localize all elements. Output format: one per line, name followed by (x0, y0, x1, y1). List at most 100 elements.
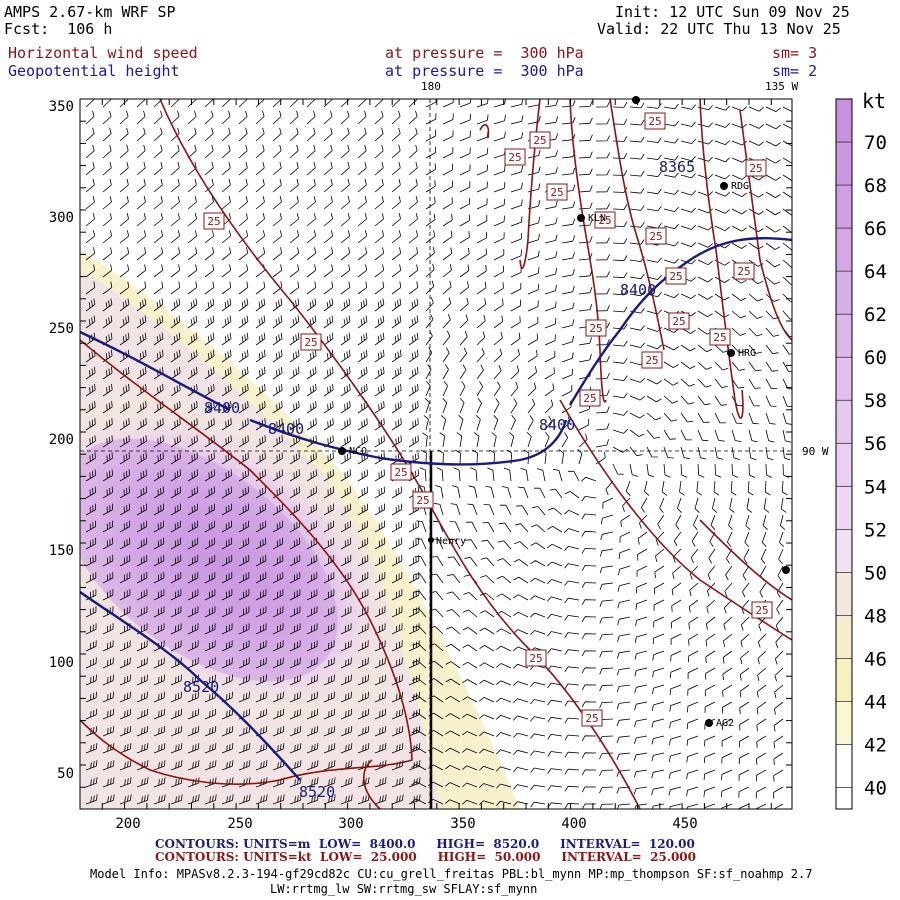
speed-label-box (668, 312, 690, 330)
colorbar-swatch (836, 314, 852, 358)
colorbar-tick-label: 62 (864, 304, 887, 326)
speed-label-box (585, 319, 607, 337)
speed-label-box (504, 148, 526, 166)
field1-level: at pressure = 300 hPa (385, 44, 584, 62)
speed-label: 25 (755, 604, 768, 617)
speed-label: 25 (737, 265, 750, 278)
colorbar-swatch (836, 443, 852, 487)
speed-label-box (745, 159, 767, 177)
speed-label: 25 (416, 494, 429, 507)
speed-label-box (203, 212, 225, 230)
model-info-line2: LW:rrtmg_lw SW:rrtmg_sw SFLAY:sf_mynn (270, 882, 538, 896)
y-tick-label: 100 (49, 655, 74, 671)
colorbar-swatch (836, 142, 852, 186)
speed-label-box (412, 491, 434, 509)
y-axis-labels: 50 100 150 200 250 300 350 (49, 99, 74, 782)
init-time: Init: 12 UTC Sun 09 Nov 25 (615, 3, 850, 21)
speed-label: 25 (207, 215, 220, 228)
colorbar-swatch (836, 185, 852, 229)
forecast-hour: Fcst: 106 h (4, 20, 113, 38)
colorbar-tick-label: 54 (864, 476, 887, 498)
wind-barb-paths (85, 99, 792, 809)
colorbar-tick-label: 60 (864, 347, 887, 369)
colorbar-tick-label: 44 (864, 691, 887, 713)
x-tick-label: 200 (115, 816, 140, 832)
colorbar-unit: kt (862, 89, 886, 113)
speed-label-box (579, 389, 601, 407)
field2-smoothing: sm= 2 (772, 62, 818, 80)
x-axis-labels: 200 250 300 350 400 450 (115, 816, 697, 832)
wind-barbs (85, 99, 792, 809)
model-info-line1: Model Info: MPASv8.2.3-194-gf29cd82c CU:… (90, 867, 813, 881)
speed-label: 25 (585, 712, 598, 725)
contour-info-speed: CONTOURS: UNITS=kt LOW= 25.000 HIGH= 50.… (155, 850, 696, 864)
colorbar-tick-label: 46 (864, 648, 887, 670)
valid-time: Valid: 22 UTC Thu 13 Nov 25 (597, 20, 841, 38)
station-label: Henry (436, 536, 466, 547)
colorbar-tick-label: 50 (864, 562, 887, 584)
wind-speed-contours (80, 99, 792, 809)
colorbar-swatch (836, 271, 852, 315)
colorbar: 70 68 66 64 62 60 58 56 54 52 50 48 46 44 42 40 (835, 98, 887, 810)
colorbar-tick-label: 40 (864, 777, 887, 799)
height-label: 8520 (183, 678, 219, 696)
lon-label-180: 180 (421, 80, 441, 93)
stations: KLN RDG HRG NCO Henry AG2 (338, 96, 790, 729)
speed-label-box (641, 351, 663, 369)
speed-label-box (546, 183, 568, 201)
colorbar-swatch (836, 658, 852, 702)
speed-label: 25 (394, 466, 407, 479)
height-label: 8400 (268, 420, 304, 438)
station-marker (782, 566, 790, 574)
colorbar-swatch (836, 615, 852, 659)
speed-label-box (645, 227, 667, 245)
colorbar-frame (835, 98, 853, 810)
colorbar-tick-label: 58 (864, 390, 887, 412)
speed-label: 25 (589, 322, 602, 335)
colorbar-tick-label: 52 (864, 519, 887, 541)
speed-label: 25 (669, 270, 682, 283)
lon-label-90w: 90 W (802, 445, 829, 458)
station-marker (720, 182, 728, 190)
station-label: KLN (588, 213, 606, 224)
colorbar-swatch (836, 400, 852, 444)
colorbar-swatch (836, 486, 852, 530)
speed-label-box (733, 262, 755, 280)
colorbar-swatch (836, 99, 852, 143)
speed-label: 25 (648, 115, 661, 128)
station-label: RDG (731, 181, 749, 192)
height-label: 8400 (620, 281, 656, 299)
field1-name: Horizontal wind speed (8, 44, 198, 62)
field2-level: at pressure = 300 hPa (385, 62, 584, 80)
speed-label: 25 (533, 134, 546, 147)
colorbar-swatch (836, 572, 852, 616)
station-label: AG2 (716, 718, 734, 729)
speed-label: 25 (713, 331, 726, 344)
model-title: AMPS 2.67-km WRF SP (4, 3, 176, 21)
speed-label: 25 (645, 354, 658, 367)
speed-label-box (751, 601, 773, 619)
speed-label: 25 (749, 162, 762, 175)
y-tick-label: 150 (49, 543, 74, 559)
speed-label-box (300, 333, 322, 351)
colorbar-swatch (836, 228, 852, 272)
height-label: 8400 (204, 399, 240, 417)
contour-info-height: CONTOURS: UNITS=m LOW= 8400.0 HIGH= 8520… (155, 837, 695, 851)
x-tick-label: 450 (672, 816, 697, 832)
field2-name: Geopotential height (8, 62, 180, 80)
speed-label-box (644, 112, 666, 130)
colorbar-swatch (836, 701, 852, 745)
station-marker (705, 719, 713, 727)
height-label: 8520 (299, 783, 335, 801)
colorbar-swatch (836, 744, 852, 788)
colorbar-swatch (836, 529, 852, 573)
speed-label-box (390, 463, 412, 481)
station-marker (577, 214, 585, 222)
speed-label-box (665, 267, 687, 285)
field1-smoothing: sm= 3 (772, 44, 818, 62)
speed-label: 25 (550, 186, 563, 199)
height-label: 8400 (539, 416, 575, 434)
colorbar-tick-label: 48 (864, 605, 887, 627)
colorbar-tick-label: 64 (864, 261, 887, 283)
